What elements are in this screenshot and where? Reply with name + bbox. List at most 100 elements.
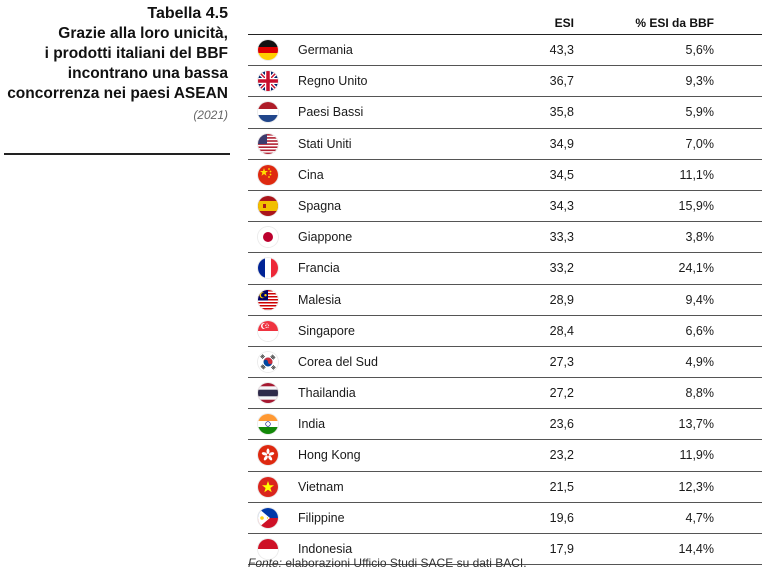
pct-esi-value: 9,4% [685, 292, 715, 307]
pct-esi-value: 9,3% [685, 74, 715, 89]
table-title-line-2: i prodotti italiani del BBF [44, 45, 228, 62]
esi-value: 27,3 [549, 354, 574, 369]
france-flag-icon [258, 258, 278, 279]
table-row: Hong Kong 23,2 11,9% [248, 440, 762, 472]
esi-value: 33,3 [549, 230, 574, 245]
malaysia-flag-icon [258, 289, 278, 310]
netherlands-flag-icon [258, 102, 278, 123]
country-name: Malesia [298, 292, 342, 307]
table-row: Indonesia 17,9 14,4% [248, 534, 762, 566]
country-name: Singapore [298, 323, 355, 338]
table-title-line-3: incontrano una bassa [67, 65, 228, 82]
country-name: India [298, 417, 326, 432]
country-name: Regno Unito [298, 74, 368, 89]
table-row: India 23,6 13,7% [248, 409, 762, 441]
header-pct-esi: % ESI da BBF [635, 16, 714, 30]
esi-value: 34,5 [549, 167, 574, 182]
indonesia-flag-icon [258, 539, 278, 559]
pct-esi-value: 6,6% [685, 323, 715, 338]
table-header: ESI % ESI da BBF [248, 12, 762, 35]
country-name: Thailandia [298, 386, 356, 401]
thailand-flag-icon [258, 383, 278, 404]
table-row: Filippine 19,6 4,7% [248, 503, 762, 534]
singapore-flag-icon [258, 320, 278, 341]
uk-flag-icon [258, 71, 278, 92]
esi-value: 28,4 [549, 323, 574, 338]
source-label: Fonte: [248, 556, 283, 570]
country-name: Indonesia [298, 542, 353, 556]
germany-flag-icon [258, 40, 278, 60]
header-esi: ESI [554, 16, 574, 30]
vietnam-flag-icon [258, 476, 278, 497]
country-name: Hong Kong [298, 448, 361, 463]
table-row: Regno Unito 36,7 9,3% [248, 66, 762, 98]
country-name: Giappone [298, 230, 353, 245]
esi-value: 36,7 [549, 74, 574, 89]
table-row: Stati Uniti 34,9 7,0% [248, 129, 762, 160]
table-row: Vietnam 21,5 12,3% [248, 472, 762, 503]
country-name: Paesi Bassi [298, 105, 364, 120]
country-name: Spagna [298, 198, 342, 213]
esi-value: 17,9 [549, 542, 574, 556]
pct-esi-value: 4,7% [685, 510, 715, 525]
esi-value: 19,6 [549, 510, 574, 525]
pct-esi-value: 5,6% [685, 43, 715, 57]
country-name: Francia [298, 261, 340, 276]
country-name: Cina [298, 167, 324, 182]
esi-value: 43,3 [549, 43, 574, 57]
usa-flag-icon [258, 133, 278, 154]
table-row: Malesia 28,9 9,4% [248, 285, 762, 316]
hong-kong-flag-icon [258, 445, 278, 466]
caption-divider [4, 153, 230, 155]
esi-value: 27,2 [549, 386, 574, 401]
spain-flag-icon [258, 195, 278, 216]
country-name: Filippine [298, 510, 345, 525]
esi-value: 23,6 [549, 417, 574, 432]
esi-value: 34,3 [549, 198, 574, 213]
india-flag-icon [258, 414, 278, 435]
esi-value: 33,2 [549, 261, 574, 276]
pct-esi-value: 12,3% [678, 479, 714, 494]
pct-esi-value: 15,9% [678, 198, 714, 213]
philippines-flag-icon [258, 507, 278, 528]
source-note: Fonte: elaborazioni Ufficio Studi SACE s… [248, 556, 527, 570]
table-row: Corea del Sud 27,3 4,9% [248, 347, 762, 379]
table-body: Germania 43,3 5,6% Regno Unito 36,7 9,3% Paesi… [248, 35, 762, 566]
esi-value: 21,5 [549, 479, 574, 494]
table-title-line-4: concorrenza nei paesi ASEAN [7, 85, 228, 102]
table-row: Francia 33,2 24,1% [248, 253, 762, 285]
esi-table: ESI % ESI da BBF Germania 43,3 5,6% Regno U… [248, 12, 762, 566]
country-name: Germania [298, 43, 353, 57]
table-row: Singapore 28,4 6,6% [248, 316, 762, 347]
esi-value: 34,9 [549, 136, 574, 151]
south-korea-flag-icon [258, 351, 278, 372]
table-row: Spagna 34,3 15,9% [248, 191, 762, 223]
china-flag-icon [258, 164, 278, 185]
table-row: Cina 34,5 11,1% [248, 160, 762, 191]
pct-esi-value: 24,1% [678, 261, 714, 276]
pct-esi-value: 11,9% [679, 448, 714, 463]
table-row: Paesi Bassi 35,8 5,9% [248, 97, 762, 129]
pct-esi-value: 5,9% [685, 105, 715, 120]
table-row: Germania 43,3 5,6% [248, 35, 762, 67]
pct-esi-value: 3,8% [685, 230, 715, 245]
esi-value: 35,8 [549, 105, 574, 120]
pct-esi-value: 8,8% [685, 386, 715, 401]
source-text: elaborazioni Ufficio Studi SACE su dati … [282, 556, 527, 570]
table-year: (2021) [193, 108, 228, 122]
table-number: Tabella 4.5 [147, 5, 228, 22]
pct-esi-value: 14,4% [678, 542, 714, 556]
table-caption: Tabella 4.5 Grazie alla loro unicità, i … [0, 4, 228, 122]
esi-value: 28,9 [549, 292, 574, 307]
country-name: Corea del Sud [298, 354, 378, 369]
country-name: Vietnam [298, 479, 344, 494]
pct-esi-value: 4,9% [685, 354, 715, 369]
table-title-line-1: Grazie alla loro unicità, [58, 25, 228, 42]
japan-flag-icon [258, 227, 278, 248]
country-name: Stati Uniti [298, 136, 352, 151]
pct-esi-value: 7,0% [685, 136, 715, 151]
pct-esi-value: 13,7% [678, 417, 714, 432]
table-row: Thailandia 27,2 8,8% [248, 378, 762, 410]
table-row: Giappone 33,3 3,8% [248, 222, 762, 254]
pct-esi-value: 11,1% [679, 167, 714, 182]
